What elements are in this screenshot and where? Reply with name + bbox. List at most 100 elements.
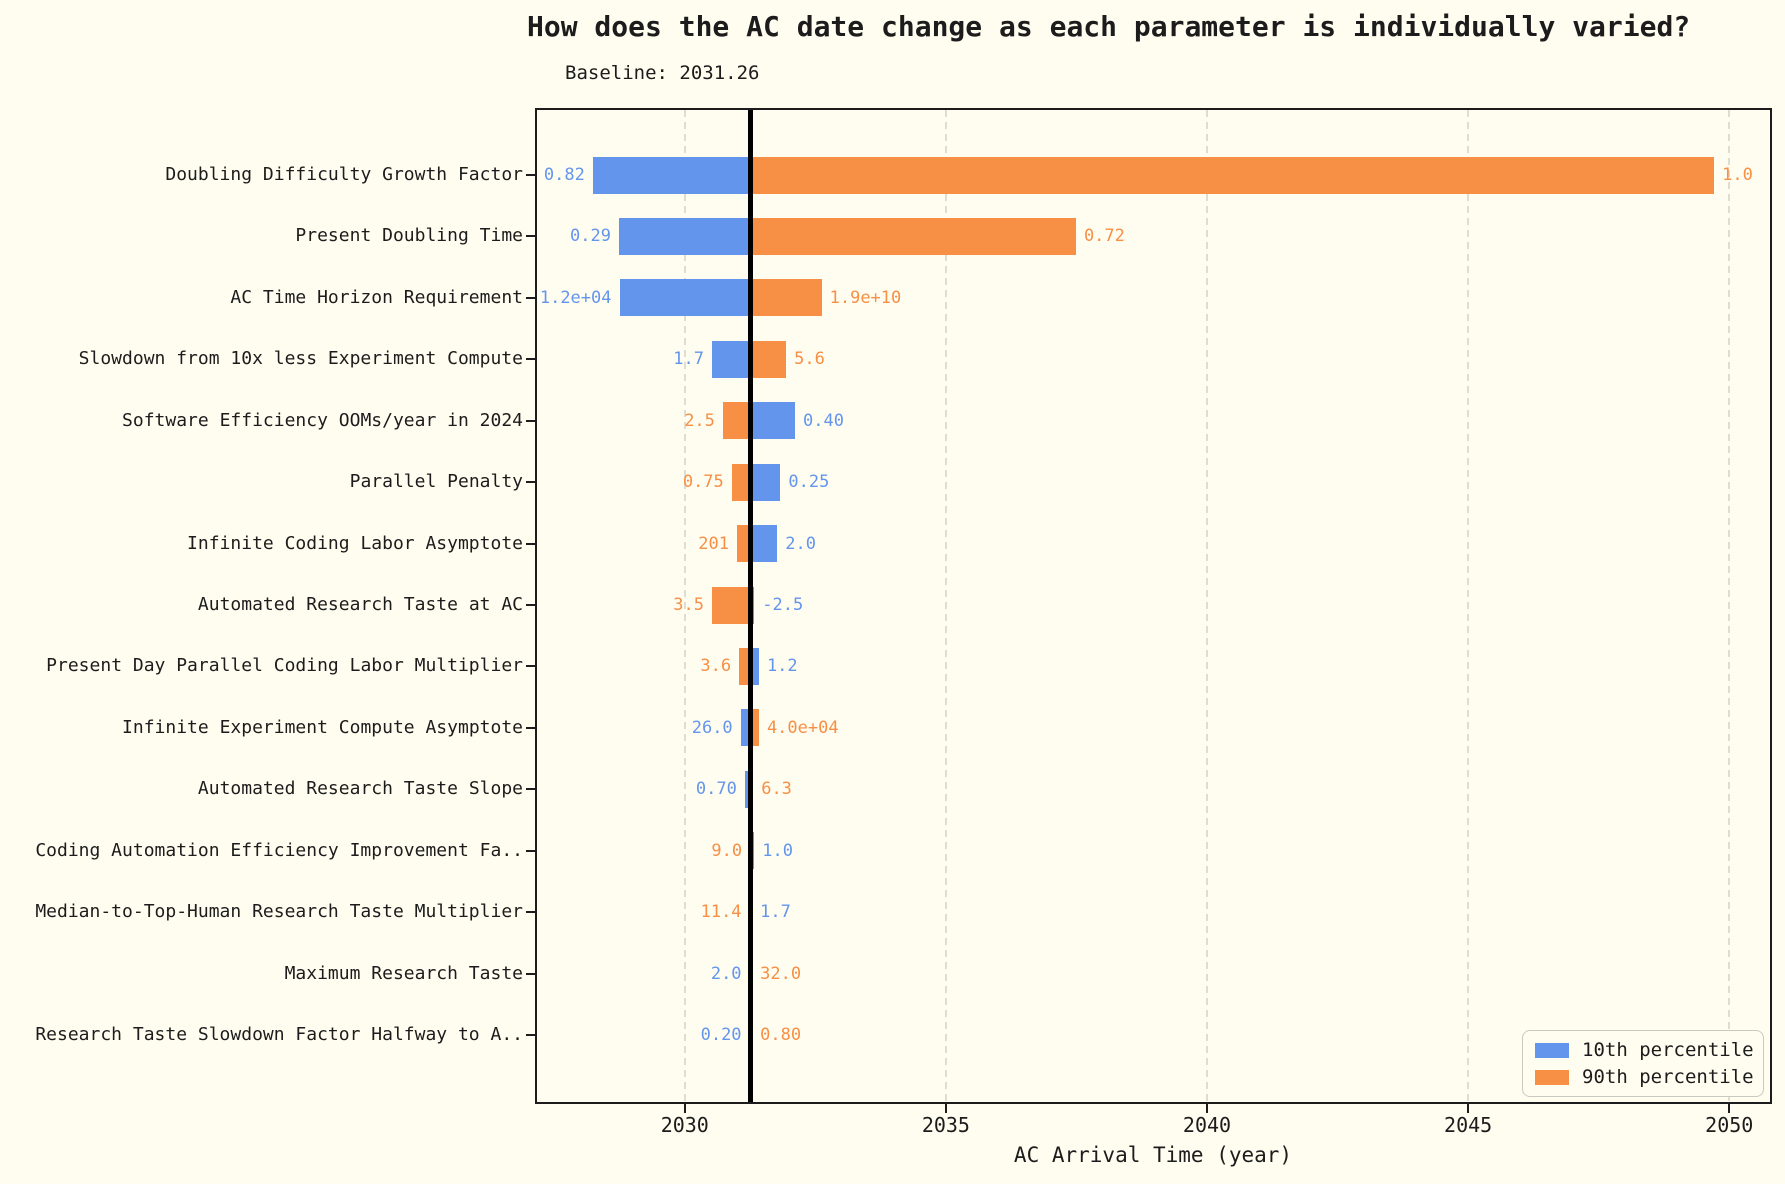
- value-label-p90: 0.80: [760, 1025, 802, 1046]
- y-axis-label: AC Time Horizon Requirement: [230, 286, 523, 308]
- bar-p90: [739, 647, 751, 685]
- bar-p90: [750, 217, 1076, 255]
- value-label-p10: 1.2e+04: [539, 287, 612, 308]
- value-label-p90: 0.72: [1083, 226, 1125, 247]
- y-axis-label: Slowdown from 10x less Experiment Comput…: [78, 348, 523, 370]
- value-label-p10: 0.40: [802, 410, 844, 431]
- x-tick-label: 2045: [1444, 1113, 1493, 1137]
- value-label-p90: 9.0: [711, 840, 743, 861]
- bar-p10: [750, 463, 781, 501]
- bar-p10: [619, 279, 751, 317]
- value-label-p10: 26.0: [691, 717, 733, 738]
- gridline: [944, 110, 947, 1102]
- y-axis-label: Doubling Difficulty Growth Factor: [165, 164, 523, 185]
- bar-p90: [750, 340, 787, 378]
- bar-p10: [750, 525, 778, 563]
- value-label-p10: 0.25: [788, 472, 830, 493]
- y-axis-label: Research Taste Slowdown Factor Halfway t…: [35, 1024, 523, 1046]
- value-label-p90: 5.6: [794, 349, 825, 370]
- x-tick: [944, 1104, 947, 1113]
- bar-p90: [750, 279, 822, 317]
- value-label-p10: 0.82: [543, 165, 585, 185]
- x-axis-title: AC Arrival Time (year): [1013, 1143, 1293, 1167]
- y-axis-label: Software Efficiency OOMs/year in 2024: [122, 409, 523, 431]
- y-tick: [526, 911, 535, 914]
- value-label-p10: 1.7: [673, 349, 704, 370]
- legend-swatch-p10: [1535, 1042, 1569, 1058]
- y-axis-label: Present Day Parallel Coding Labor Multip…: [46, 655, 523, 677]
- x-tick-label: 2030: [660, 1113, 709, 1137]
- gridline: [1467, 110, 1470, 1102]
- value-label-p90: 6.3: [761, 779, 792, 800]
- y-tick: [526, 358, 535, 361]
- bar-p90: [750, 709, 759, 747]
- gridline: [683, 110, 686, 1102]
- value-label-p10: 0.70: [695, 779, 737, 800]
- y-tick: [526, 174, 535, 176]
- y-axis-label: Median-to-Top-Human Research Taste Multi…: [35, 901, 523, 923]
- value-label-p10: 2.0: [710, 963, 742, 984]
- bar-p10: [750, 647, 759, 685]
- value-label-p90: 1.9e+10: [829, 287, 902, 308]
- legend-label-p90: 90th percentile: [1582, 1066, 1754, 1088]
- value-label-p90: 4.0e+04: [766, 717, 839, 738]
- bar-p10: [592, 156, 751, 194]
- legend: 10th percentile 90th percentile: [1522, 1030, 1764, 1097]
- y-axis-label: Automated Research Taste at AC: [197, 594, 523, 615]
- legend-item-10th-percentile: 10th percentile: [1535, 1039, 1754, 1061]
- value-label-p10: 1.2: [766, 656, 798, 677]
- bar-p10: [750, 402, 795, 440]
- y-tick: [526, 788, 535, 791]
- y-tick: [526, 296, 535, 299]
- y-axis-label: Maximum Research Taste: [284, 962, 523, 984]
- y-axis-label: Infinite Experiment Compute Asymptote: [122, 716, 523, 738]
- bar-p10: [740, 709, 751, 747]
- y-axis-label: Automated Research Taste Slope: [197, 778, 523, 800]
- bar-p90: [731, 463, 751, 501]
- y-tick: [526, 726, 535, 729]
- value-label-p90: 3.5: [673, 595, 704, 615]
- value-label-p10: 0.29: [570, 226, 611, 247]
- y-axis-label: Infinite Coding Labor Asymptote: [187, 532, 523, 554]
- bar-p10: [711, 340, 751, 378]
- x-tick: [1467, 1104, 1470, 1113]
- y-tick: [526, 235, 535, 238]
- value-label-p10: 2.0: [785, 533, 816, 554]
- bar-p90: [750, 156, 1715, 194]
- bar-p10: [744, 770, 751, 808]
- bar-p90: [711, 586, 751, 624]
- x-tick-label: 2035: [921, 1113, 970, 1137]
- baseline-annotation: Baseline: 2031.26: [565, 62, 760, 84]
- x-tick-label: 2050: [1705, 1113, 1754, 1137]
- x-tick: [1728, 1104, 1731, 1113]
- value-label-p90: 201: [698, 533, 730, 554]
- legend-label-p10: 10th percentile: [1582, 1039, 1754, 1061]
- value-label-p90: 1.0: [1722, 165, 1753, 185]
- value-label-p10: -2.5: [762, 595, 804, 615]
- y-tick: [526, 542, 535, 545]
- value-label-p90: 2.5: [684, 410, 715, 431]
- value-label-p10: 0.20: [700, 1025, 742, 1046]
- y-tick: [526, 481, 535, 484]
- x-tick-label: 2040: [1182, 1113, 1232, 1137]
- y-axis-label: Present Doubling Time: [295, 225, 523, 247]
- bar-p10: [618, 217, 751, 255]
- value-label-p90: 32.0: [760, 963, 802, 984]
- y-tick: [526, 849, 535, 852]
- legend-swatch-p90: [1535, 1069, 1569, 1085]
- y-tick: [526, 972, 535, 975]
- legend-item-90th-percentile: 90th percentile: [1535, 1066, 1754, 1088]
- y-tick: [526, 1034, 535, 1037]
- y-tick: [526, 419, 535, 422]
- y-axis-label: Coding Automation Efficiency Improvement…: [35, 839, 523, 861]
- x-tick: [1206, 1104, 1209, 1113]
- x-tick: [683, 1104, 686, 1113]
- value-label-p90: 3.6: [700, 656, 732, 677]
- value-label-p10: 1.0: [762, 840, 793, 861]
- y-tick: [526, 604, 535, 606]
- gridline: [1728, 110, 1731, 1102]
- y-axis-label: Parallel Penalty: [349, 471, 523, 493]
- y-tick: [526, 665, 535, 668]
- gridline: [1206, 110, 1209, 1102]
